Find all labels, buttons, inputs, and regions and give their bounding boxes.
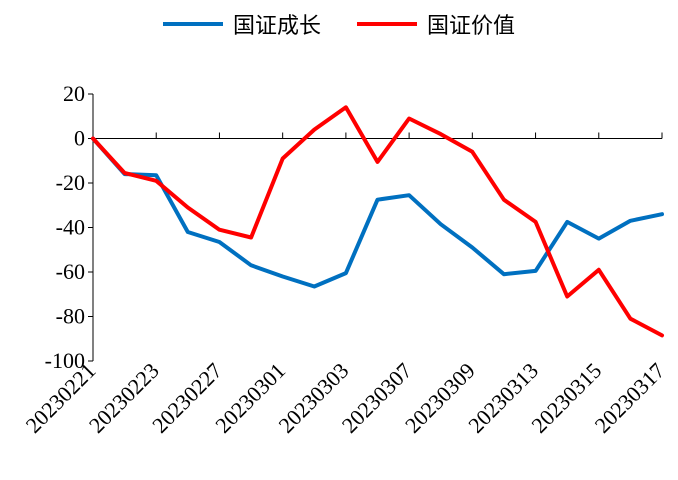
data-point-series-0 [440, 223, 442, 225]
data-point-series-1 [503, 199, 505, 201]
y-tick-label: 20 [63, 81, 85, 106]
data-point-series-0 [629, 220, 631, 222]
legend-label-growth: 国证成长 [232, 14, 321, 39]
data-point-series-0 [503, 273, 505, 275]
y-tick-label: 0 [74, 126, 85, 151]
y-tick-label: -60 [56, 259, 85, 284]
y-tick-label: -20 [56, 170, 85, 195]
data-point-series-0 [598, 238, 600, 240]
x-tick-label: 20230317 [590, 358, 670, 438]
legend-item-growth: 国证成长 [162, 8, 321, 40]
data-point-series-0 [282, 275, 284, 277]
data-point-series-0 [408, 194, 410, 196]
data-point-series-0 [535, 270, 537, 272]
legend-label-value: 国证价值 [427, 14, 516, 39]
y-tick-label: -80 [56, 304, 85, 329]
data-point-series-1 [282, 158, 284, 160]
legend: 国证成长 国证价值 [0, 8, 678, 40]
data-point-series-1 [124, 172, 126, 174]
data-point-series-0 [187, 231, 189, 233]
legend-swatch-value [357, 22, 417, 26]
data-point-series-1 [218, 229, 220, 231]
data-point-series-0 [566, 221, 568, 223]
data-point-series-1 [661, 334, 663, 336]
data-point-series-0 [471, 247, 473, 249]
data-point-series-1 [440, 133, 442, 135]
series-line-1 [91, 105, 664, 338]
data-point-series-0 [345, 272, 347, 274]
y-tick-label: -40 [56, 215, 85, 240]
data-point-series-0 [155, 174, 157, 176]
data-point-series-1 [566, 295, 568, 297]
data-point-series-1 [250, 237, 252, 239]
data-point-series-1 [629, 318, 631, 320]
data-point-series-1 [92, 138, 94, 139]
legend-swatch-growth [162, 22, 223, 26]
data-point-series-1 [535, 221, 537, 223]
data-point-series-0 [377, 199, 378, 201]
legend-item-value: 国证价值 [357, 8, 515, 40]
y-tick-label: -100 [45, 348, 85, 373]
data-point-series-1 [155, 180, 157, 182]
data-point-series-1 [187, 206, 189, 208]
data-point-series-1 [313, 129, 315, 131]
data-point-series-0 [313, 285, 315, 287]
data-point-series-0 [218, 241, 220, 243]
data-point-series-1 [377, 161, 378, 163]
data-point-series-0 [250, 264, 252, 266]
data-point-series-1 [408, 117, 410, 119]
data-point-series-1 [598, 269, 600, 271]
data-point-series-0 [661, 213, 663, 215]
data-point-series-1 [345, 106, 347, 108]
data-point-series-1 [471, 151, 473, 153]
